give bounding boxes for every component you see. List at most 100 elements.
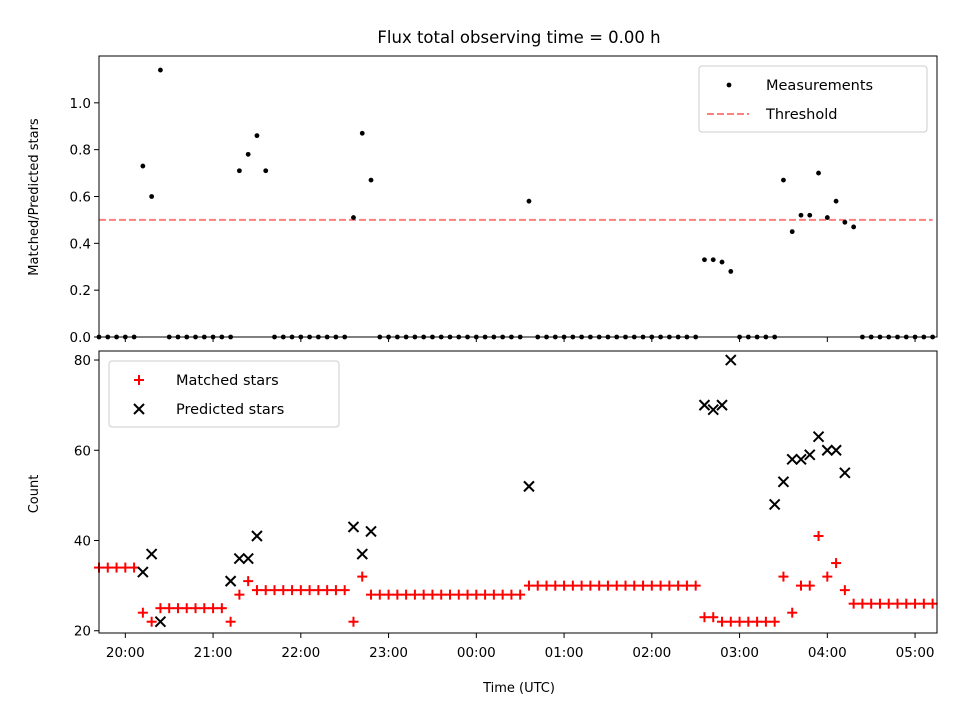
marker-stroke <box>777 476 790 488</box>
marker-stroke <box>786 453 798 465</box>
x-tick-label: 03:00 <box>720 645 759 661</box>
measurement-point <box>789 229 795 235</box>
matched-star-marker <box>532 580 543 591</box>
marker-stroke <box>145 548 158 560</box>
matched-star-marker <box>137 607 148 618</box>
matched-star-marker <box>383 589 394 600</box>
matched-star-marker <box>409 589 420 600</box>
predicted-star-marker <box>224 575 237 587</box>
y-tick-label: 1.0 <box>70 96 91 112</box>
marker-stroke <box>795 453 807 465</box>
matched-star-marker <box>251 585 262 596</box>
measurement-point <box>158 67 163 73</box>
matched-star-marker <box>567 580 578 591</box>
matched-star-marker <box>831 558 842 569</box>
measurement-point <box>254 133 260 139</box>
measurement-point <box>824 215 830 220</box>
matched-star-marker <box>295 585 306 596</box>
matched-star-marker <box>401 589 412 600</box>
matched-star-marker <box>234 589 245 600</box>
marker-stroke <box>356 548 368 560</box>
y-tick-label: 0.2 <box>70 283 91 299</box>
matched-star-marker <box>243 576 254 587</box>
marker-stroke <box>812 431 825 443</box>
chart-title: Flux total observing time = 0.00 h <box>377 28 660 47</box>
matched-star-marker <box>839 585 850 596</box>
measurement-point <box>236 168 242 174</box>
matched-star-marker <box>330 585 341 596</box>
y-tick-label: 20 <box>74 624 91 640</box>
matched-star-marker <box>717 616 728 627</box>
top-y-axis-label: Matched/Predicted stars <box>27 118 42 276</box>
matched-star-marker <box>646 580 657 591</box>
marker-stroke <box>707 403 719 416</box>
y-tick-label: 0.4 <box>70 236 91 252</box>
matched-star-marker <box>488 589 499 600</box>
matched-star-marker <box>585 580 596 591</box>
matched-star-marker <box>813 530 824 541</box>
matched-star-marker <box>629 580 640 591</box>
measurement-point <box>526 198 532 204</box>
count-panel: 20 40 60 80 20:00 21:00 22:00 23:00 00:00 01:00 02… <box>74 350 938 661</box>
measurement-point <box>245 151 251 157</box>
predicted-star-marker <box>145 548 158 560</box>
x-tick-label: 05:00 <box>896 645 935 661</box>
x-tick-label: 23:00 <box>369 645 408 661</box>
y-tick-label: 60 <box>74 443 91 459</box>
matched-star-marker <box>164 603 175 614</box>
measurement-point <box>140 163 146 169</box>
matched-star-marker <box>918 598 929 609</box>
measurement-point <box>798 212 804 218</box>
matched-star-marker <box>901 598 912 609</box>
ratio-panel: 0.0 0.2 0.4 0.6 0.8 1.0 Measurements Threshold <box>70 55 938 346</box>
matched-star-marker <box>418 589 429 600</box>
x-tick-label: 01:00 <box>545 645 584 661</box>
matched-star-marker <box>690 580 701 591</box>
predicted-star-marker <box>137 566 149 578</box>
measurement-point <box>719 259 725 265</box>
matched-star-marker <box>787 607 798 618</box>
matched-star-marker <box>260 585 271 596</box>
matched-star-marker <box>392 589 403 600</box>
y-tick-label: 0.6 <box>70 190 91 206</box>
marker-stroke <box>523 480 535 493</box>
predicted-star-marker <box>768 498 781 511</box>
predicted-star-marker <box>698 399 711 411</box>
matched-star-marker <box>313 585 324 596</box>
y-tick-label: 0.0 <box>70 330 91 346</box>
predicted-star-marker <box>830 444 842 456</box>
matched-star-marker <box>339 585 350 596</box>
predicted-star-marker <box>839 467 851 479</box>
predicted-star-marker <box>356 548 368 560</box>
matched-star-marker <box>699 612 710 623</box>
x-tick-label: 00:00 <box>457 645 496 661</box>
axes-frame <box>98 350 938 634</box>
measurement-point <box>368 177 374 183</box>
matched-star-marker <box>366 589 377 600</box>
measurement-point <box>816 170 821 176</box>
matched-star-marker <box>111 562 122 573</box>
marker-stroke <box>224 575 237 587</box>
matched-star-marker <box>778 571 789 582</box>
matched-star-marker <box>444 589 455 600</box>
matched-star-marker <box>708 612 719 623</box>
x-tick-label: 21:00 <box>194 645 233 661</box>
matched-star-marker <box>620 580 631 591</box>
measurement-point <box>833 198 839 204</box>
matched-star-marker <box>374 589 385 600</box>
legend-frame <box>698 65 928 133</box>
legend-label: Measurements <box>766 78 873 94</box>
predicted-star-marker <box>523 480 535 493</box>
matched-star-marker <box>322 585 333 596</box>
predicted-star-marker <box>365 525 377 538</box>
matched-star-marker <box>927 598 938 609</box>
matched-star-marker <box>594 580 605 591</box>
matched-star-marker <box>427 589 438 600</box>
predicted-star-marker <box>725 354 737 366</box>
matched-star-marker <box>304 585 315 596</box>
matched-star-marker <box>541 580 552 591</box>
matched-star-marker <box>743 616 754 627</box>
matched-star-marker <box>664 580 675 591</box>
matched-star-marker <box>523 580 534 591</box>
matched-star-marker <box>225 616 236 627</box>
